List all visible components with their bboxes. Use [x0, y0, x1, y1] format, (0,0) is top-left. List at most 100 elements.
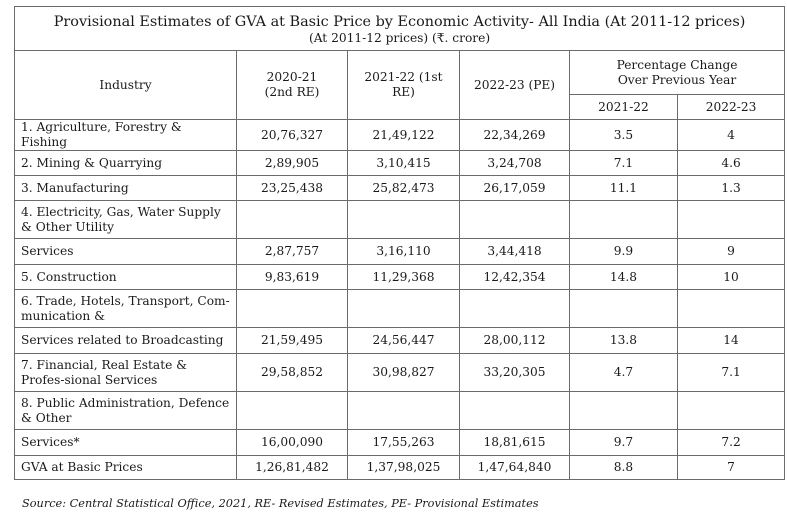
- table-row: Services 2,87,757 3,16,110 3,44,418 9.9 9: [14, 238, 786, 265]
- table-title-cell: Provisional Estimates of GVA at Basic Pr…: [13, 6, 786, 51]
- value-cell-p2223: 1.3: [676, 175, 786, 201]
- value-cell-v2021: [236, 200, 348, 239]
- value-cell-v2021: 23,25,438: [236, 175, 348, 201]
- value-cell-p2122: 7.1: [569, 150, 678, 176]
- value-cell-v2122: 21,49,122: [347, 119, 460, 151]
- industry-cell: 1. Agriculture, Forestry & Fishing: [14, 119, 237, 151]
- value-cell-v2223: 26,17,059: [459, 175, 570, 201]
- value-cell-p2223: [676, 289, 786, 328]
- value-cell-v2223: 33,20,305: [459, 353, 570, 392]
- value-cell-v2223: 18,81,615: [459, 429, 570, 456]
- value-cell-p2122: [569, 289, 678, 328]
- value-cell-v2021: 9,83,619: [236, 264, 348, 290]
- industry-cell: Services*: [14, 429, 237, 456]
- header-pct-line1: Percentage Change: [616, 57, 738, 72]
- value-cell-p2223: 4.6: [676, 150, 786, 176]
- header-percentage-change: Percentage Change Over Previous Year: [568, 50, 786, 95]
- gva-table: Provisional Estimates of GVA at Basic Pr…: [13, 6, 786, 480]
- value-cell-v2021: [236, 289, 348, 328]
- table-row: 6. Trade, Hotels, Transport, Com-municat…: [14, 289, 786, 328]
- table-row: 8. Public Administration, Defence & Othe…: [14, 391, 786, 430]
- header-2020-21-year: 2020-21: [266, 70, 318, 84]
- table-row: 1. Agriculture, Forestry & Fishing 20,76,…: [14, 119, 786, 151]
- value-cell-p2122: 13.8: [569, 327, 678, 354]
- value-cell-v2122: 24,56,447: [347, 327, 460, 354]
- value-cell-v2021: 1,26,81,482: [236, 455, 348, 480]
- value-cell-v2223: 12,42,354: [459, 264, 570, 290]
- value-cell-v2223: 1,47,64,840: [459, 455, 570, 480]
- value-cell-v2122: 3,10,415: [347, 150, 460, 176]
- table-row: GVA at Basic Prices 1,26,81,482 1,37,98,02…: [14, 455, 786, 480]
- value-cell-v2021: 20,76,327: [236, 119, 348, 151]
- value-cell-p2122: 14.8: [569, 264, 678, 290]
- value-cell-p2223: 7: [676, 455, 786, 480]
- value-cell-v2223: 28,00,112: [459, 327, 570, 354]
- value-cell-v2021: 29,58,852: [236, 353, 348, 392]
- value-cell-p2122: 3.5: [569, 119, 678, 151]
- value-cell-p2223: 4: [676, 119, 786, 151]
- header-industry: Industry: [14, 50, 237, 120]
- value-cell-p2223: [676, 200, 786, 239]
- value-cell-v2122: [347, 200, 460, 239]
- value-cell-p2223: 7.1: [676, 353, 786, 392]
- value-cell-v2021: 2,89,905: [236, 150, 348, 176]
- industry-cell: 7. Financial, Real Estate & Profes-siona…: [14, 353, 237, 392]
- industry-cell: 5. Construction: [14, 264, 237, 290]
- value-cell-p2223: [676, 391, 786, 430]
- value-cell-v2223: 3,44,418: [459, 238, 570, 265]
- table-subtitle: (At 2011-12 prices) (₹. crore): [308, 31, 491, 45]
- value-cell-p2122: 9.9: [569, 238, 678, 265]
- value-cell-v2122: [347, 289, 460, 328]
- value-cell-p2122: 11.1: [569, 175, 678, 201]
- value-cell-p2122: 8.8: [569, 455, 678, 480]
- value-cell-v2122: 30,98,827: [347, 353, 460, 392]
- industry-cell: 2. Mining & Quarrying: [14, 150, 237, 176]
- header-pct-2021-22: 2021-22: [569, 94, 678, 120]
- industry-cell: 4. Electricity, Gas, Water Supply & Othe…: [14, 200, 237, 239]
- value-cell-v2122: 25,82,473: [347, 175, 460, 201]
- value-cell-v2122: 11,29,368: [347, 264, 460, 290]
- table-body: 1. Agriculture, Forestry & Fishing 20,76,…: [14, 119, 786, 480]
- value-cell-v2021: 21,59,495: [236, 327, 348, 354]
- value-cell-v2223: [459, 391, 570, 430]
- table-row: 2. Mining & Quarrying 2,89,905 3,10,415 3,2…: [14, 150, 786, 176]
- value-cell-p2122: [569, 200, 678, 239]
- value-cell-p2223: 9: [676, 238, 786, 265]
- value-cell-v2223: 3,24,708: [459, 150, 570, 176]
- value-cell-v2223: 22,34,269: [459, 119, 570, 151]
- value-cell-v2122: 17,55,263: [347, 429, 460, 456]
- header-2020-21: 2020-21 (2nd RE): [236, 50, 348, 120]
- value-cell-v2021: [236, 391, 348, 430]
- industry-cell: Services: [14, 238, 237, 265]
- industry-cell: 8. Public Administration, Defence & Othe…: [14, 391, 237, 430]
- header-2020-21-type: (2nd RE): [264, 85, 320, 99]
- industry-cell: 3. Manufacturing: [14, 175, 237, 201]
- table-row: 5. Construction 9,83,619 11,29,368 12,42,35…: [14, 264, 786, 290]
- header-pct-line2: Over Previous Year: [617, 72, 737, 87]
- value-cell-v2021: 16,00,090: [236, 429, 348, 456]
- table-row: Services related to Broadcasting 21,59,49…: [14, 327, 786, 354]
- header-pct-2022-23: 2022-23: [676, 94, 786, 120]
- table-row: 3. Manufacturing 23,25,438 25,82,473 26,17,…: [14, 175, 786, 201]
- value-cell-p2122: 9.7: [569, 429, 678, 456]
- table-title: Provisional Estimates of GVA at Basic Pr…: [53, 14, 746, 30]
- industry-cell: 6. Trade, Hotels, Transport, Com-municat…: [14, 289, 237, 328]
- value-cell-p2223: 10: [676, 264, 786, 290]
- value-cell-v2223: [459, 200, 570, 239]
- value-cell-v2021: 2,87,757: [236, 238, 348, 265]
- industry-cell: Services related to Broadcasting: [14, 327, 237, 354]
- table-row: 4. Electricity, Gas, Water Supply & Othe…: [14, 200, 786, 239]
- value-cell-v2122: [347, 391, 460, 430]
- industry-cell: GVA at Basic Prices: [14, 455, 237, 480]
- value-cell-v2122: 3,16,110: [347, 238, 460, 265]
- value-cell-p2122: [569, 391, 678, 430]
- table-row: 7. Financial, Real Estate & Profes-siona…: [14, 353, 786, 392]
- value-cell-v2122: 1,37,98,025: [347, 455, 460, 480]
- value-cell-p2223: 14: [676, 327, 786, 354]
- header-2022-23: 2022-23 (PE): [459, 50, 570, 120]
- source-note: Source: Central Statistical Office, 2021…: [22, 497, 539, 510]
- value-cell-p2122: 4.7: [569, 353, 678, 392]
- value-cell-v2223: [459, 289, 570, 328]
- header-2021-22: 2021-22 (1st RE): [347, 50, 460, 120]
- table-row: Services* 16,00,090 17,55,263 18,81,615 9.7 7…: [14, 429, 786, 456]
